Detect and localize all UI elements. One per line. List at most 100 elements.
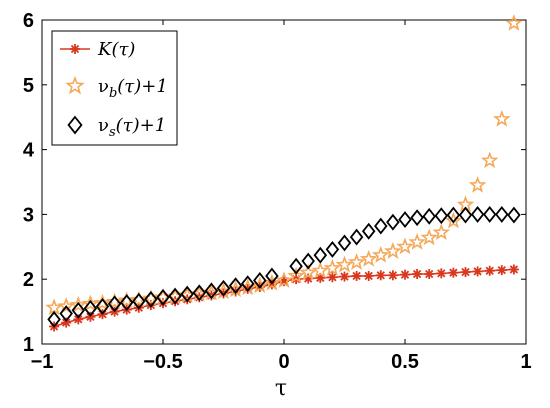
- data-point: [192, 284, 207, 302]
- y-tick-label: 1: [23, 334, 34, 356]
- data-point: [275, 271, 293, 289]
- data-point: [129, 290, 148, 308]
- data-point: [446, 206, 461, 224]
- data-point: [47, 310, 61, 328]
- data-point: [142, 289, 160, 307]
- legend: K(τ) νb(τ)+1 νs(τ)+1: [51, 30, 178, 146]
- data-point: [299, 263, 318, 281]
- data-point: [323, 258, 342, 276]
- x-tick-label: 0: [278, 351, 289, 373]
- data-point: [93, 293, 112, 311]
- data-point: [119, 294, 134, 311]
- data-point: [105, 292, 124, 310]
- data-point: [444, 211, 463, 229]
- data-point: [180, 285, 194, 303]
- data-point: [434, 207, 449, 225]
- y-tick-label: 5: [23, 75, 34, 97]
- data-point: [408, 232, 426, 250]
- data-point: [363, 270, 374, 281]
- data-point: [228, 277, 243, 295]
- legend-label-k: K(τ): [97, 39, 135, 60]
- data-point: [470, 205, 485, 223]
- data-point: [422, 207, 436, 225]
- data-point: [289, 257, 303, 275]
- data-point: [335, 255, 354, 273]
- data-point: [69, 295, 88, 313]
- data-point: [347, 253, 366, 270]
- data-point: [386, 213, 400, 231]
- data-point: [359, 249, 378, 267]
- series-2: [47, 205, 521, 328]
- x-axis-label: τ: [275, 376, 287, 401]
- data-point: [144, 290, 158, 308]
- series-layer: [45, 13, 523, 332]
- legend-marker-k: [70, 44, 80, 54]
- data-point: [482, 205, 497, 223]
- data-point: [505, 13, 523, 31]
- data-point: [168, 287, 182, 305]
- data-point: [311, 261, 330, 279]
- data-point: [287, 266, 305, 284]
- data-point: [156, 288, 170, 306]
- data-point: [45, 298, 63, 316]
- data-point: [496, 265, 507, 276]
- data-point: [204, 282, 219, 300]
- legend-marker-nu-s: [67, 115, 83, 135]
- y-axis: 1 2 3 4 5 6: [23, 10, 526, 356]
- data-point: [59, 305, 73, 322]
- data-point: [472, 266, 483, 277]
- data-point: [95, 297, 110, 315]
- x-axis: −1 −0.5 0 0.5 1: [31, 20, 532, 373]
- data-point: [480, 151, 499, 169]
- data-point: [492, 109, 511, 127]
- data-point: [107, 295, 122, 313]
- data-point: [263, 273, 281, 291]
- data-point: [458, 206, 473, 224]
- data-point: [337, 234, 352, 252]
- x-tick-label: −1: [31, 351, 54, 373]
- legend-label-nu-b: νb(τ)+1: [98, 76, 168, 101]
- legend-label-nu-s: νs(τ)+1: [98, 115, 166, 140]
- data-point: [325, 240, 340, 258]
- data-point: [339, 271, 350, 282]
- legend-marker-nu-b: [65, 75, 85, 95]
- data-point: [265, 267, 279, 285]
- data-point: [361, 222, 376, 240]
- data-point: [57, 297, 76, 314]
- x-tick-label: −0.5: [143, 351, 182, 373]
- data-point: [61, 317, 72, 328]
- data-point: [240, 275, 255, 293]
- y-tick-label: 6: [23, 10, 34, 32]
- data-point: [132, 292, 146, 310]
- data-point: [468, 175, 487, 193]
- data-point: [432, 223, 451, 241]
- data-point: [460, 267, 471, 278]
- y-tick-label: 2: [23, 269, 34, 291]
- y-tick-label: 4: [23, 140, 35, 162]
- data-point: [507, 206, 521, 224]
- data-point: [387, 270, 398, 281]
- data-point: [398, 211, 412, 229]
- y-tick-label: 3: [23, 204, 34, 226]
- data-point: [351, 270, 362, 281]
- data-point: [371, 245, 390, 263]
- data-point: [83, 299, 98, 317]
- data-point: [71, 301, 86, 319]
- series-1: [45, 13, 523, 316]
- data-point: [424, 269, 435, 280]
- x-tick-label: 0.5: [391, 351, 419, 373]
- data-point: [420, 228, 439, 246]
- data-point: [436, 268, 447, 279]
- data-point: [374, 217, 388, 235]
- data-point: [448, 267, 459, 278]
- data-point: [400, 269, 410, 280]
- data-point: [349, 228, 364, 246]
- data-point: [375, 270, 386, 281]
- data-point: [216, 279, 231, 297]
- data-point: [327, 272, 338, 283]
- data-point: [253, 272, 267, 289]
- data-point: [410, 209, 424, 227]
- data-point: [495, 205, 509, 223]
- data-point: [301, 252, 315, 270]
